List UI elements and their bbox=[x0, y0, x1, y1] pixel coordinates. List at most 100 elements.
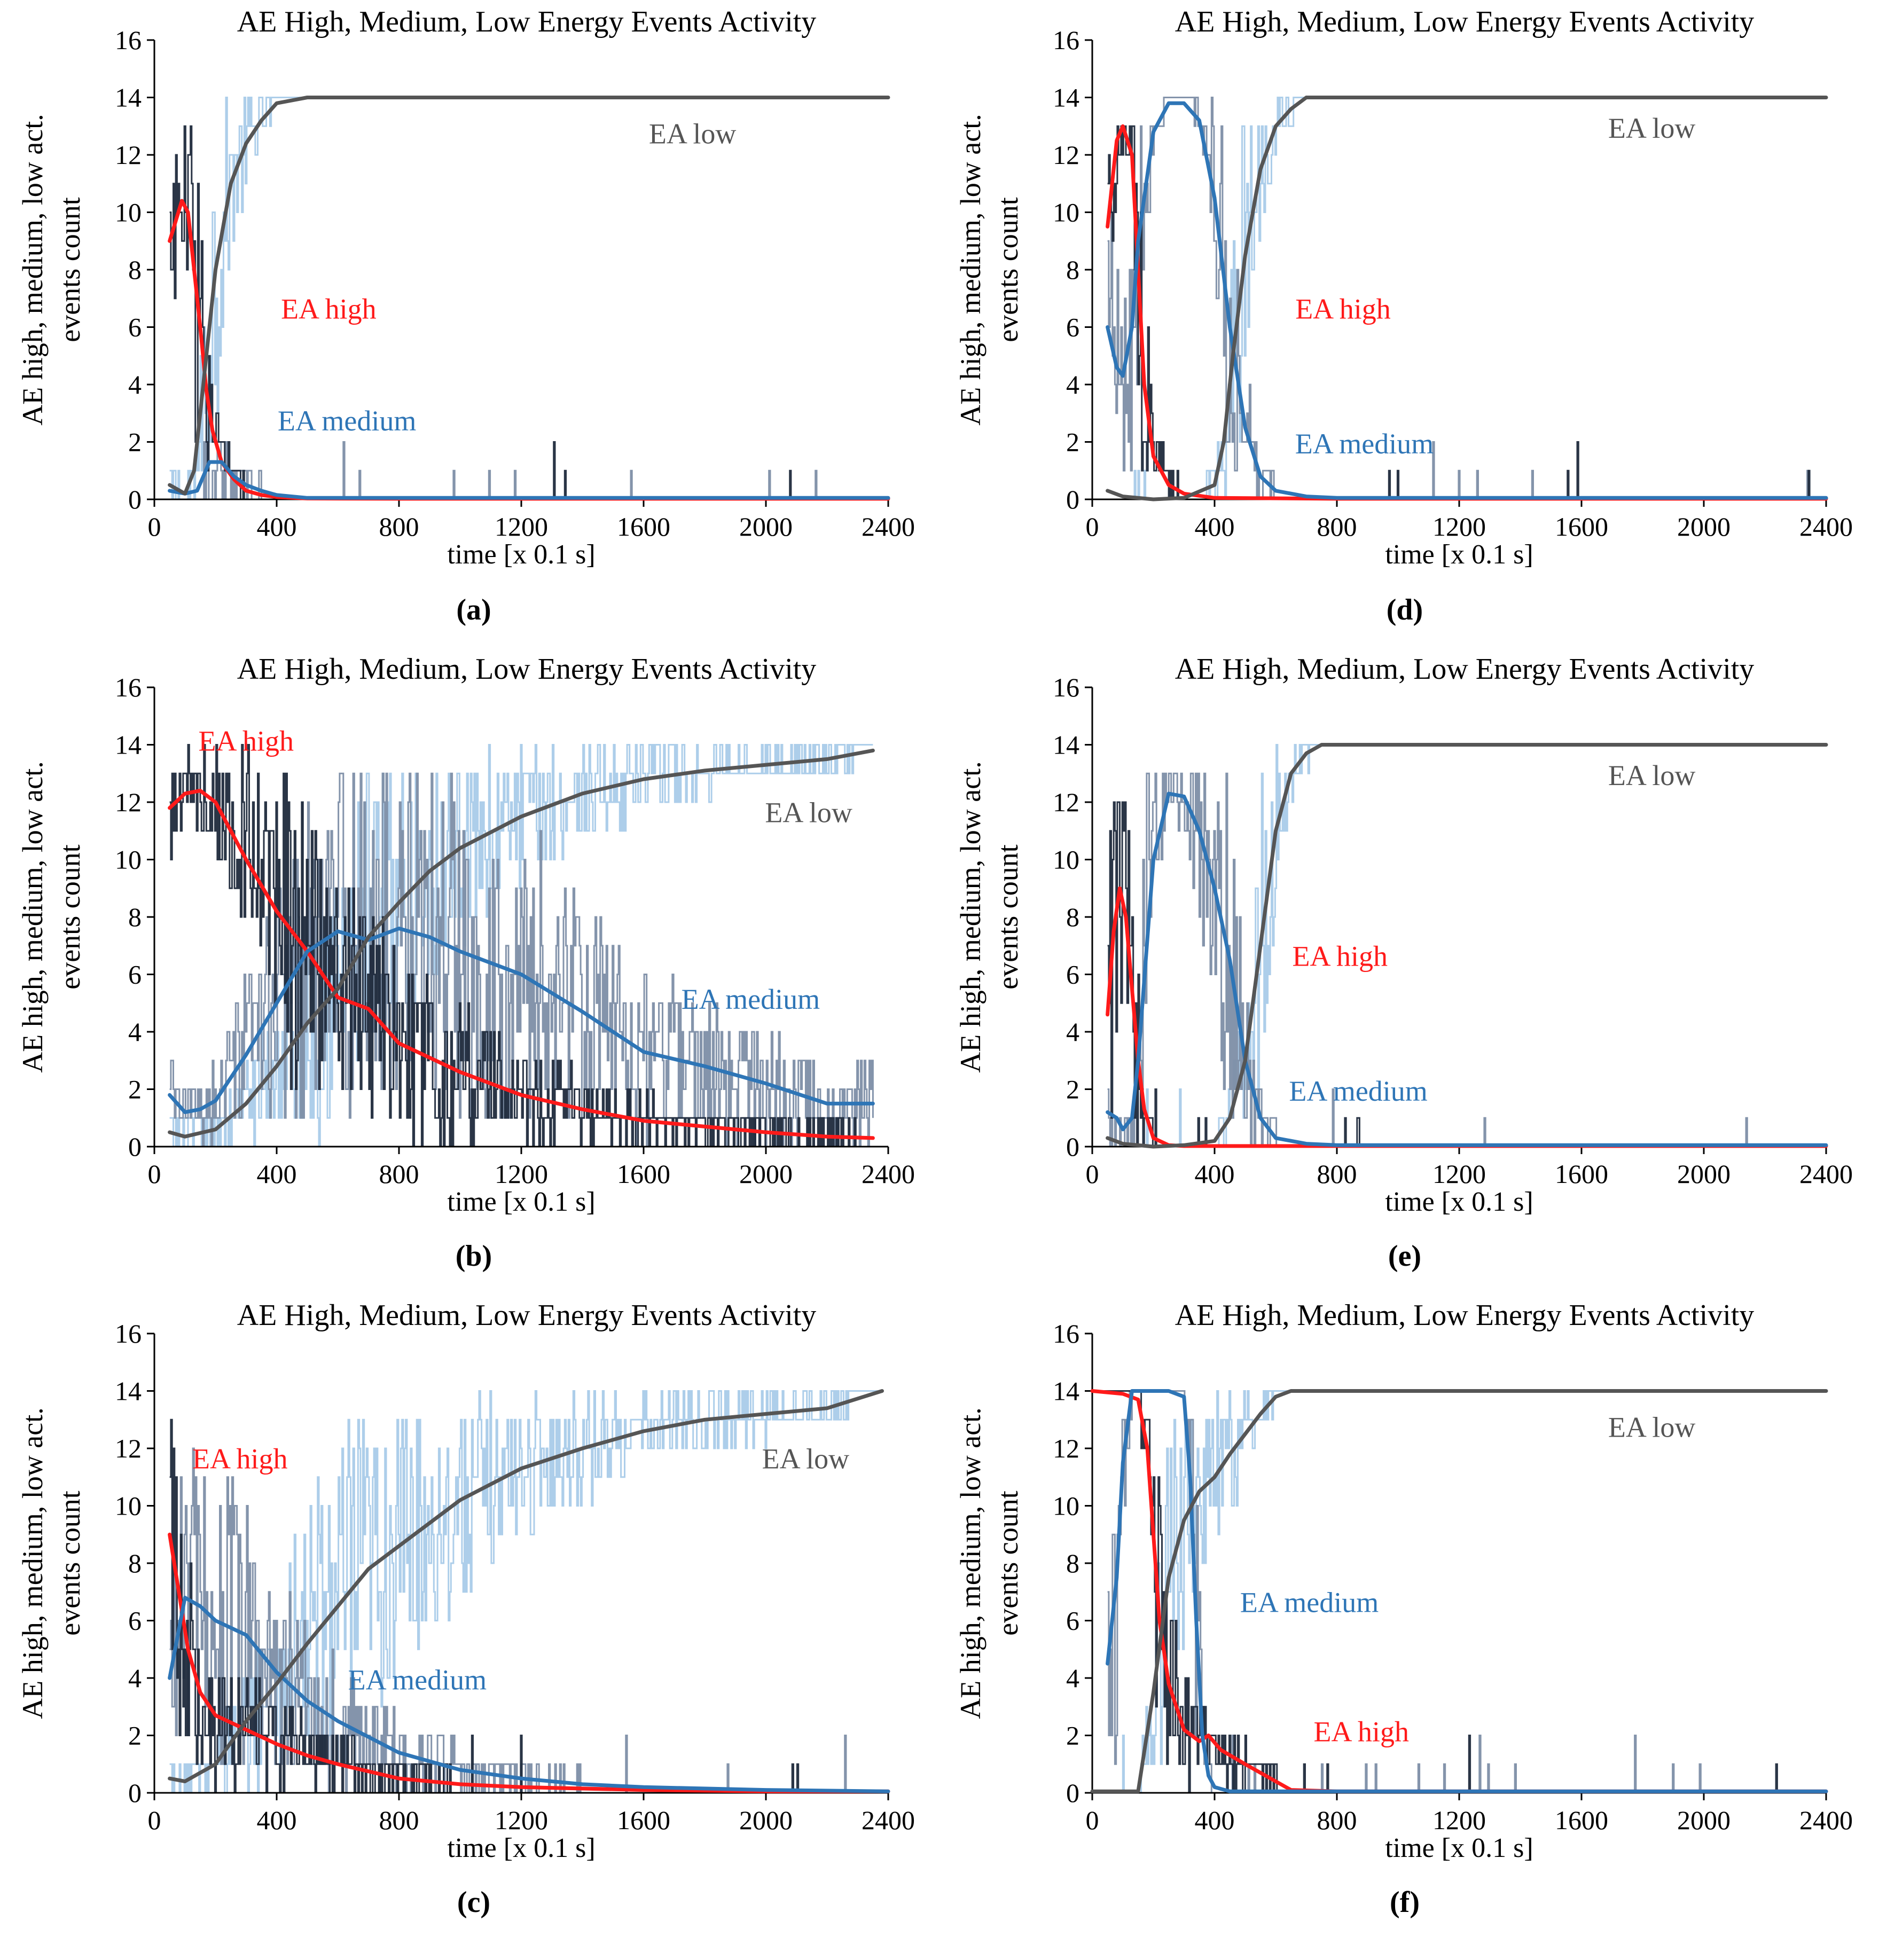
series-annotation-ea-medium: EA medium bbox=[278, 405, 416, 437]
series-annotation-ea-medium: EA medium bbox=[1295, 428, 1434, 460]
x-tick-label: 400 bbox=[257, 512, 297, 542]
y-tick-label: 6 bbox=[128, 312, 142, 342]
x-tick-label: 2000 bbox=[1677, 1805, 1731, 1835]
y-tick-label: 8 bbox=[1066, 1548, 1079, 1578]
y-tick-label: 6 bbox=[1066, 960, 1079, 990]
panel-label: (b) bbox=[456, 1240, 492, 1273]
series-annotation-ea-medium: EA medium bbox=[348, 1664, 487, 1696]
y-tick-label: 16 bbox=[115, 1319, 142, 1349]
x-axis-label: time [x 0.1 s] bbox=[1385, 539, 1533, 570]
x-tick-label: 0 bbox=[148, 512, 161, 542]
x-tick-label: 800 bbox=[379, 1159, 419, 1189]
y-tick-label: 2 bbox=[1066, 427, 1079, 457]
x-tick-label: 400 bbox=[1195, 512, 1235, 542]
chart-panel-e: 0 2 4 6 8 10 12 14 16 0 400 800 1200 1600 2000 2400 EA l… bbox=[954, 653, 1853, 1273]
x-tick-label: 800 bbox=[1317, 1805, 1357, 1835]
x-tick-label: 0 bbox=[1086, 512, 1099, 542]
x-tick-label: 2400 bbox=[862, 1159, 915, 1189]
x-tick-label: 1600 bbox=[617, 1159, 670, 1189]
y-tick-label: 0 bbox=[128, 484, 142, 514]
y-axis-label: AE high, medium, low act. bbox=[17, 114, 49, 425]
x-tick-label: 1600 bbox=[617, 512, 670, 542]
x-tick-label: 2000 bbox=[739, 512, 793, 542]
y-tick-label: 10 bbox=[115, 198, 142, 228]
y-tick-label: 14 bbox=[115, 1376, 142, 1406]
y-tick-label: 2 bbox=[128, 427, 142, 457]
x-tick-label: 1600 bbox=[1555, 1159, 1608, 1189]
series-line-ea-medium bbox=[1106, 791, 1828, 1147]
series-annotation-ea-low: EA low bbox=[765, 797, 852, 829]
x-tick-label: 2000 bbox=[1677, 512, 1731, 542]
x-tick-label: 1200 bbox=[495, 1805, 548, 1835]
x-axis-label: time [x 0.1 s] bbox=[447, 1833, 595, 1863]
y-tick-label: 10 bbox=[1053, 198, 1079, 228]
x-tick-label: 2400 bbox=[862, 512, 915, 542]
y-tick-label: 4 bbox=[128, 1663, 142, 1693]
x-tick-label: 0 bbox=[148, 1159, 161, 1189]
x-tick-label: 0 bbox=[148, 1805, 161, 1835]
chart-title: AE High, Medium, Low Energy Events Activ… bbox=[1175, 1299, 1755, 1332]
panel-label: (d) bbox=[1387, 593, 1423, 626]
x-tick-label: 1200 bbox=[1432, 1805, 1486, 1835]
y-tick-label: 12 bbox=[115, 140, 142, 170]
chart-title: AE High, Medium, Low Energy Events Activ… bbox=[1175, 5, 1755, 38]
y-axis-label-line2: events count bbox=[992, 1491, 1024, 1635]
y-tick-label: 12 bbox=[1053, 787, 1079, 817]
x-tick-label: 2000 bbox=[739, 1805, 793, 1835]
y-tick-label: 2 bbox=[128, 1075, 142, 1104]
series-annotation-ea-medium: EA medium bbox=[682, 983, 820, 1015]
y-tick-label: 16 bbox=[1053, 25, 1079, 55]
series-annotation-ea-low: EA low bbox=[762, 1443, 850, 1475]
x-tick-label: 400 bbox=[257, 1805, 297, 1835]
x-tick-label: 1200 bbox=[1432, 1159, 1486, 1189]
y-tick-label: 12 bbox=[115, 787, 142, 817]
y-axis-label: AE high, medium, low act. bbox=[954, 761, 987, 1072]
series-annotation-ea-medium: EA medium bbox=[1289, 1075, 1427, 1107]
y-tick-label: 16 bbox=[1053, 672, 1079, 702]
y-axis-label: AE high, medium, low act. bbox=[17, 761, 49, 1072]
y-tick-label: 8 bbox=[128, 255, 142, 285]
chart-title: AE High, Medium, Low Energy Events Activ… bbox=[1175, 653, 1755, 686]
y-tick-label: 14 bbox=[115, 730, 142, 760]
x-tick-label: 400 bbox=[1195, 1159, 1235, 1189]
y-tick-label: 2 bbox=[1066, 1075, 1079, 1104]
y-tick-label: 16 bbox=[1053, 1319, 1079, 1349]
panel-label: (a) bbox=[456, 593, 491, 626]
y-tick-label: 0 bbox=[1066, 1778, 1079, 1808]
x-tick-label: 1600 bbox=[617, 1805, 670, 1835]
x-tick-label: 2400 bbox=[1799, 512, 1853, 542]
y-tick-label: 4 bbox=[128, 370, 142, 399]
y-tick-label: 4 bbox=[1066, 1663, 1079, 1693]
series-line-ea-medium bbox=[1106, 101, 1828, 500]
y-tick-label: 16 bbox=[115, 25, 142, 55]
series-line-ea-medium bbox=[1106, 1389, 1828, 1793]
series-line-ea-high bbox=[168, 789, 875, 1140]
series-line-ea-low bbox=[168, 748, 875, 1139]
panel-label: (c) bbox=[457, 1886, 490, 1919]
x-axis-label: time [x 0.1 s] bbox=[447, 539, 595, 570]
series-annotation-ea-low: EA low bbox=[1608, 1412, 1696, 1444]
series-annotation-ea-low: EA low bbox=[649, 118, 737, 150]
x-tick-label: 1200 bbox=[495, 512, 548, 542]
x-tick-label: 800 bbox=[379, 512, 419, 542]
series-annotation-ea-low: EA low bbox=[1608, 112, 1696, 144]
chart-title: AE High, Medium, Low Energy Events Activ… bbox=[237, 653, 817, 686]
series-annotation-ea-medium: EA medium bbox=[1240, 1586, 1379, 1618]
x-tick-label: 0 bbox=[1086, 1805, 1099, 1835]
y-tick-label: 8 bbox=[128, 1548, 142, 1578]
x-tick-label: 2000 bbox=[1677, 1159, 1731, 1189]
x-tick-label: 2400 bbox=[1799, 1159, 1853, 1189]
series-annotation-ea-low: EA low bbox=[1608, 759, 1696, 791]
y-tick-label: 6 bbox=[128, 1606, 142, 1636]
chart-panel-d: 0 2 4 6 8 10 12 14 16 0 400 800 1200 1600 2000 2400 EA l… bbox=[954, 5, 1853, 626]
x-tick-label: 400 bbox=[1195, 1805, 1235, 1835]
y-tick-label: 8 bbox=[128, 902, 142, 932]
x-tick-label: 0 bbox=[1086, 1159, 1099, 1189]
y-tick-label: 0 bbox=[128, 1132, 142, 1162]
x-tick-label: 2400 bbox=[1799, 1805, 1853, 1835]
series-line-ea-low bbox=[1090, 1389, 1828, 1793]
x-tick-label: 2000 bbox=[739, 1159, 793, 1189]
y-tick-label: 0 bbox=[1066, 1132, 1079, 1162]
y-tick-label: 4 bbox=[1066, 370, 1079, 399]
